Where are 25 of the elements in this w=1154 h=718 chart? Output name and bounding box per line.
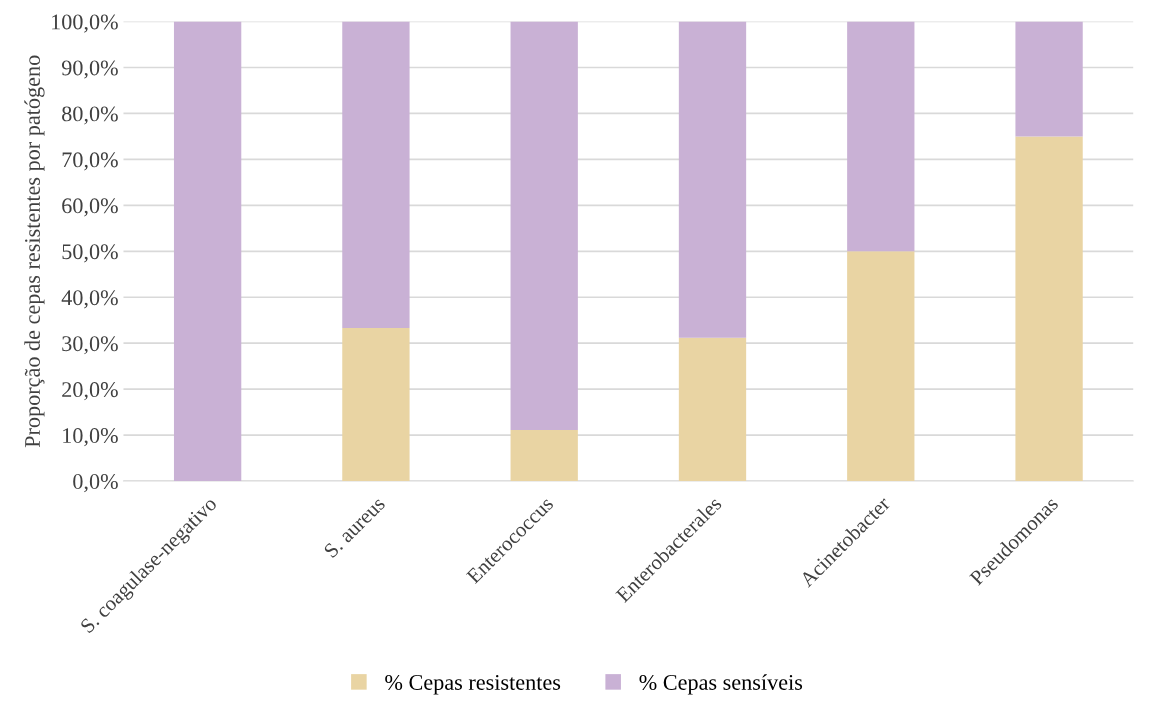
y-tick-label: 40,0% (61, 290, 118, 309)
y-tick-label: 60,0% (62, 198, 118, 217)
bar (510, 430, 578, 482)
y-tick-label: 0,0% (73, 473, 118, 493)
y-tick-label: 20,0% (62, 382, 118, 401)
bar (1015, 21, 1083, 137)
legend-label: % Cepas resistentes (385, 674, 561, 695)
y-tick-label: 70,0% (62, 152, 118, 171)
bar (510, 21, 578, 431)
y-tick-label: 30,0% (62, 336, 118, 355)
y-tick-label: 10,0% (63, 428, 118, 447)
legend-label: % Cepas sensíveis (639, 674, 803, 695)
bar (847, 21, 915, 252)
bar (342, 21, 410, 329)
bar (847, 251, 915, 482)
bar (678, 21, 747, 338)
y-tick-label: 100,0% (52, 14, 118, 33)
bar (678, 337, 747, 482)
bar (173, 21, 242, 482)
y-tick-label: 90,0% (61, 60, 118, 79)
bar (1015, 136, 1083, 482)
y-tick-label: 80,0% (62, 106, 118, 125)
bar (342, 328, 410, 482)
y-axis-title: Proporção de cepas resistentes por patógeno (24, 55, 45, 448)
y-tick-label: 50,0% (62, 244, 118, 263)
